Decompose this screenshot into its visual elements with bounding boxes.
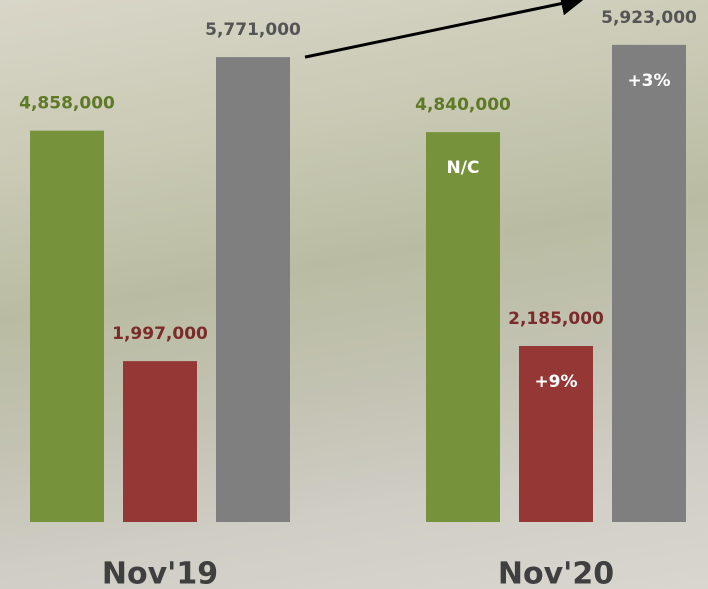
bar [123, 361, 197, 522]
value-label: 2,185,000 [508, 309, 604, 329]
value-label: 4,840,000 [415, 95, 511, 115]
bar-annotation: +9% [534, 372, 577, 392]
value-label: 5,771,000 [205, 20, 301, 40]
value-label: 4,858,000 [19, 94, 115, 114]
value-label: 5,923,000 [601, 8, 697, 28]
value-label: 1,997,000 [112, 324, 208, 344]
bar [216, 57, 290, 522]
bar-annotation: N/C [447, 158, 480, 178]
bar [519, 345, 593, 522]
trend-arrow [304, 0, 585, 59]
bar-annotation: +3% [627, 71, 670, 91]
x-tick-label: Nov'20 [498, 557, 614, 589]
x-tick-label: Nov'19 [102, 557, 218, 589]
bar [30, 130, 104, 522]
bar [612, 44, 686, 522]
bar [426, 132, 500, 522]
